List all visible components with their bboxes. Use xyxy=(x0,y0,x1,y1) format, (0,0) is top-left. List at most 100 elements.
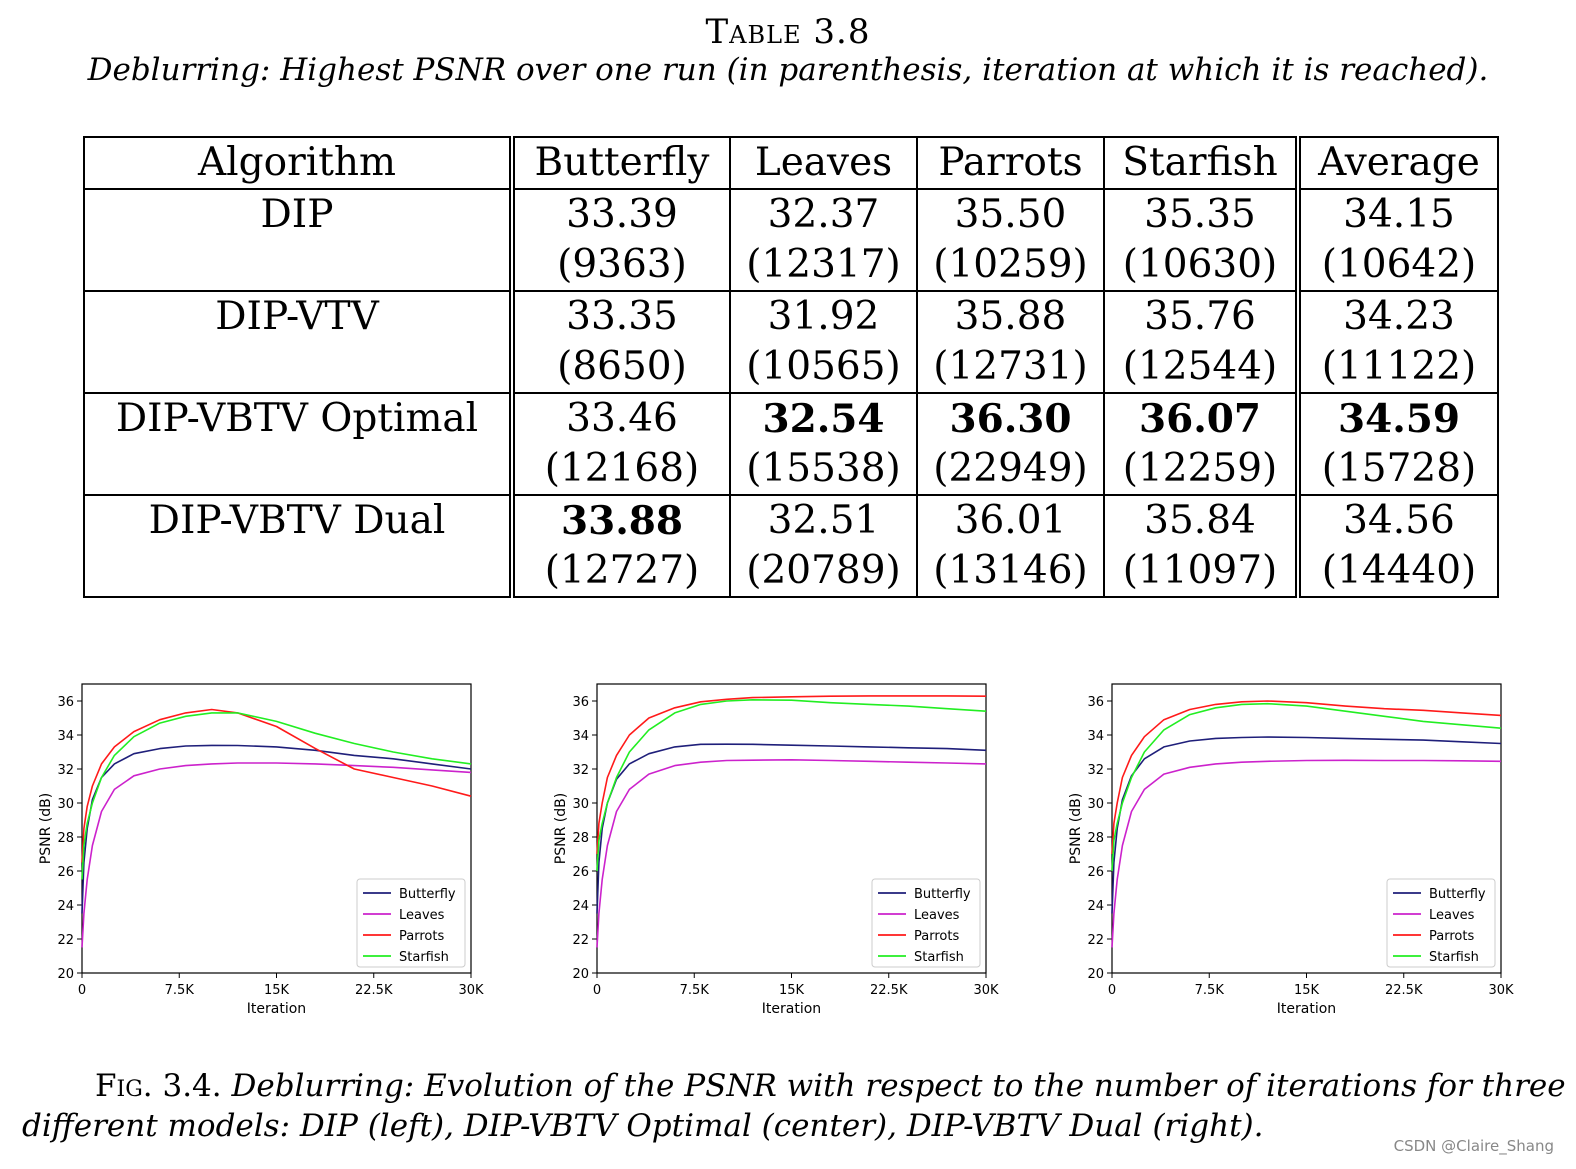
psnr-value: 35.76 xyxy=(1144,294,1256,339)
figure-caption-line2: different models: DIP (left), DIP-VBTV O… xyxy=(22,1108,1264,1144)
y-tick-label: 20 xyxy=(572,967,589,982)
psnr-value: 33.46 xyxy=(566,396,678,441)
header-starfish: Starfish xyxy=(1103,136,1301,190)
legend-label: Leaves xyxy=(1429,908,1475,923)
psnr-value: 32.54 xyxy=(762,396,885,442)
table-row: DIP 33.39 (9363) 32.37 (12317) 35.50 (10259) 35… xyxy=(83,188,1499,292)
y-tick-label: 32 xyxy=(57,763,74,778)
psnr-value: 31.92 xyxy=(767,294,880,339)
iteration-value: (14440) xyxy=(1321,548,1477,593)
psnr-plots: 20 22 24 26 28 30 32 34 36 0 7.5K 15K 22.5K 30K Iterat… xyxy=(0,670,1576,1020)
table-row: DIP-VTV 33.35 (8650) 31.92 (10565) 35.88 (1273… xyxy=(83,290,1499,394)
header-average: Average xyxy=(1297,136,1499,190)
x-tick-label: 30K xyxy=(458,983,484,998)
series-line-parrots xyxy=(1111,700,1502,855)
psnr-value: 35.35 xyxy=(1144,192,1256,237)
y-tick-label: 34 xyxy=(572,729,589,744)
legend: Butterfly Leaves Parrots Starfish xyxy=(1386,878,1496,968)
figure-label: Fig. 3.4. xyxy=(95,1068,222,1104)
legend-label: Starfish xyxy=(399,950,449,965)
header-leaves: Leaves xyxy=(729,136,918,190)
x-tick-label: 22.5K xyxy=(355,983,393,998)
iteration-value: (12168) xyxy=(544,446,700,491)
series-line-leaves xyxy=(596,759,987,948)
y-tick-label: 36 xyxy=(1087,695,1104,710)
psnr-value: 34.23 xyxy=(1343,294,1455,339)
iteration-value: (8650) xyxy=(557,344,687,389)
y-tick-label: 26 xyxy=(1087,865,1104,880)
x-tick-label: 7.5K xyxy=(1195,983,1225,998)
y-tick-label: 30 xyxy=(572,797,589,812)
result-cell: 31.92 (10565) xyxy=(729,290,918,394)
y-tick-label: 24 xyxy=(1087,899,1104,914)
result-cell: 32.51 (20789) xyxy=(729,494,918,598)
result-cell: 34.59 (15728) xyxy=(1297,392,1499,496)
result-cell: 36.01 (13146) xyxy=(916,494,1105,598)
figure-caption: Fig. 3.4. Deblurring: Evolution of the P… xyxy=(22,1066,1566,1146)
y-tick-label: 28 xyxy=(1087,831,1104,846)
y-tick-label: 30 xyxy=(57,797,74,812)
y-tick-label: 26 xyxy=(572,865,589,880)
iteration-value: (12727) xyxy=(544,548,700,593)
y-tick-label: 24 xyxy=(57,899,74,914)
psnr-value: 34.56 xyxy=(1343,498,1455,543)
result-cell: 32.54 (15538) xyxy=(729,392,918,496)
legend-label: Parrots xyxy=(1429,929,1474,944)
y-tick-label: 32 xyxy=(1087,763,1104,778)
algorithm-cell: DIP-VBTV Dual xyxy=(83,494,515,598)
y-tick-label: 22 xyxy=(57,933,74,948)
iteration-value: (11097) xyxy=(1122,548,1278,593)
algorithm-cell: DIP-VBTV Optimal xyxy=(83,392,515,496)
y-tick-label: 34 xyxy=(1087,729,1104,744)
header-parrots: Parrots xyxy=(916,136,1105,190)
x-tick-label: 15K xyxy=(779,983,805,998)
x-tick-label: 7.5K xyxy=(680,983,710,998)
figure-caption-line1: Deblurring: Evolution of the PSNR with r… xyxy=(231,1068,1566,1104)
results-table: Algorithm Butterfly Leaves Parrots Starf… xyxy=(83,136,1499,598)
y-tick-label: 22 xyxy=(1087,933,1104,948)
x-tick-label: 0 xyxy=(1108,983,1116,998)
iteration-value: (15538) xyxy=(746,446,901,491)
x-tick-label: 0 xyxy=(593,983,601,998)
psnr-value: 32.37 xyxy=(767,192,880,237)
y-tick-label: 22 xyxy=(572,933,589,948)
result-cell: 35.35 (10630) xyxy=(1103,188,1301,292)
y-axis-label: PSNR (dB) xyxy=(553,793,569,864)
iteration-value: (9363) xyxy=(557,242,687,287)
legend-label: Starfish xyxy=(914,950,964,965)
iteration-value: (11122) xyxy=(1321,344,1477,389)
y-tick-label: 36 xyxy=(57,695,74,710)
plot-dip-vbtv-optimal: 20 22 24 26 28 30 32 34 36 0 7.5K 15K 22.5K 30K Iterat… xyxy=(553,683,999,1017)
result-cell: 33.39 (9363) xyxy=(511,188,731,292)
result-cell: 34.15 (10642) xyxy=(1297,188,1499,292)
iteration-value: (13146) xyxy=(933,548,1088,593)
legend: Butterfly Leaves Parrots Starfish xyxy=(871,878,981,968)
y-tick-label: 34 xyxy=(57,729,74,744)
x-tick-label: 15K xyxy=(264,983,290,998)
legend-label: Leaves xyxy=(914,908,960,923)
table-row: DIP-VBTV Optimal 33.46 (12168) 32.54 (15538)… xyxy=(83,392,1499,496)
legend-label: Leaves xyxy=(399,908,445,923)
result-cell: 35.84 (11097) xyxy=(1103,494,1301,598)
x-tick-label: 0 xyxy=(78,983,86,998)
iteration-value: (10565) xyxy=(746,344,901,389)
y-tick-label: 30 xyxy=(1087,797,1104,812)
series-line-starfish xyxy=(1111,702,1502,872)
header-butterfly: Butterfly xyxy=(511,136,731,190)
iteration-value: (10630) xyxy=(1122,242,1278,287)
algorithm-cell: DIP xyxy=(83,188,515,292)
psnr-value: 33.39 xyxy=(566,192,678,237)
x-axis-label: Iteration xyxy=(762,1001,821,1017)
iteration-value: (12259) xyxy=(1122,446,1278,491)
result-cell: 33.35 (8650) xyxy=(511,290,731,394)
result-cell: 35.50 (10259) xyxy=(916,188,1105,292)
result-cell: 35.76 (12544) xyxy=(1103,290,1301,394)
psnr-value: 32.51 xyxy=(767,498,880,543)
table-row: DIP-VBTV Dual 33.88 (12727) 32.51 (20789) 36.… xyxy=(83,494,1499,598)
result-cell: 35.88 (12731) xyxy=(916,290,1105,394)
iteration-value: (12731) xyxy=(933,344,1088,389)
legend-label: Butterfly xyxy=(399,887,456,902)
iteration-value: (10642) xyxy=(1321,242,1477,287)
series-line-parrots xyxy=(596,695,987,855)
x-axis-label: Iteration xyxy=(247,1001,306,1017)
